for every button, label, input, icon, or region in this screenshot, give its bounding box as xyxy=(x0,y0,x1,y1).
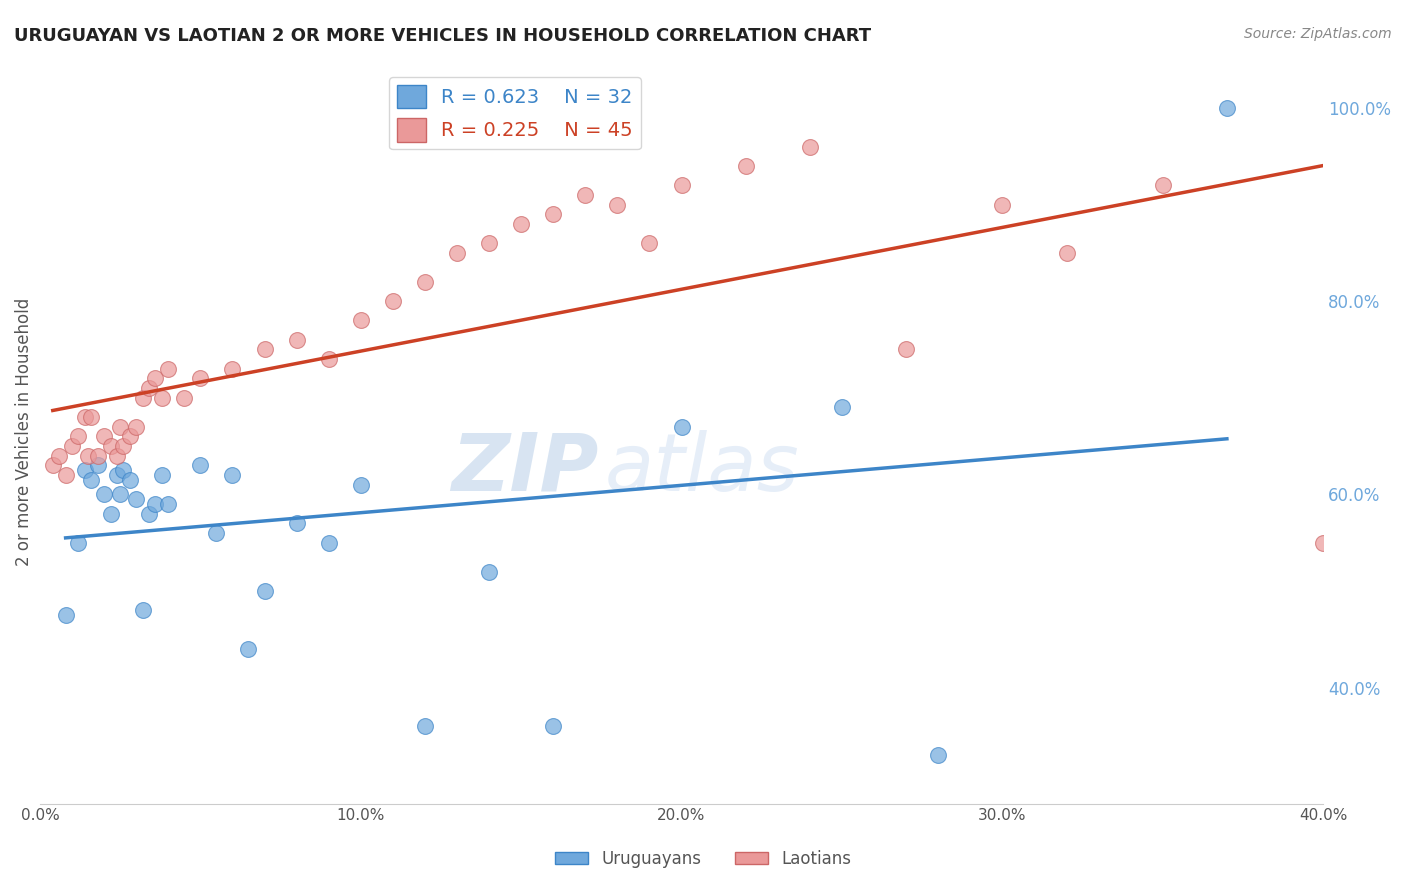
Point xyxy=(112,439,135,453)
Point xyxy=(131,391,153,405)
Point xyxy=(67,535,90,549)
Point xyxy=(831,401,853,415)
Point xyxy=(1056,245,1078,260)
Point xyxy=(253,343,276,357)
Point xyxy=(157,497,180,511)
Point xyxy=(238,642,260,657)
Point xyxy=(991,197,1014,211)
Point xyxy=(80,473,103,487)
Point xyxy=(42,458,65,473)
Point xyxy=(73,463,96,477)
Point xyxy=(145,371,167,385)
Point xyxy=(138,381,160,395)
Point xyxy=(93,487,115,501)
Point xyxy=(145,497,167,511)
Point xyxy=(285,516,308,531)
Point xyxy=(350,313,373,327)
Point xyxy=(734,159,756,173)
Text: Source: ZipAtlas.com: Source: ZipAtlas.com xyxy=(1244,27,1392,41)
Text: URUGUAYAN VS LAOTIAN 2 OR MORE VEHICLES IN HOUSEHOLD CORRELATION CHART: URUGUAYAN VS LAOTIAN 2 OR MORE VEHICLES … xyxy=(14,27,872,45)
Legend: Uruguayans, Laotians: Uruguayans, Laotians xyxy=(548,844,858,875)
Point xyxy=(86,449,108,463)
Point xyxy=(671,178,693,193)
Point xyxy=(799,139,821,153)
Point xyxy=(221,468,243,483)
Point xyxy=(1216,101,1239,115)
Point xyxy=(77,449,100,463)
Point xyxy=(541,207,564,221)
Point xyxy=(1312,535,1334,549)
Point xyxy=(48,449,70,463)
Point xyxy=(105,468,128,483)
Point xyxy=(413,275,436,289)
Point xyxy=(381,294,404,309)
Point xyxy=(138,507,160,521)
Point xyxy=(413,719,436,733)
Point xyxy=(188,371,211,385)
Point xyxy=(318,535,340,549)
Legend: R = 0.623    N = 32, R = 0.225    N = 45: R = 0.623 N = 32, R = 0.225 N = 45 xyxy=(389,77,641,150)
Point xyxy=(638,236,661,251)
Point xyxy=(86,458,108,473)
Point xyxy=(118,473,141,487)
Point xyxy=(118,429,141,443)
Point xyxy=(188,458,211,473)
Point xyxy=(478,236,501,251)
Point xyxy=(894,343,917,357)
Point xyxy=(60,439,83,453)
Text: ZIP: ZIP xyxy=(451,430,598,508)
Point xyxy=(80,410,103,425)
Point xyxy=(125,419,148,434)
Point xyxy=(173,391,195,405)
Point xyxy=(67,429,90,443)
Point xyxy=(318,352,340,367)
Point xyxy=(478,565,501,579)
Point xyxy=(157,361,180,376)
Point xyxy=(125,492,148,507)
Point xyxy=(55,608,77,623)
Point xyxy=(671,419,693,434)
Point xyxy=(574,187,596,202)
Point xyxy=(105,449,128,463)
Point xyxy=(285,333,308,347)
Point xyxy=(93,429,115,443)
Point xyxy=(927,748,949,763)
Point xyxy=(73,410,96,425)
Point xyxy=(112,463,135,477)
Point xyxy=(205,526,228,541)
Point xyxy=(510,217,533,231)
Point xyxy=(131,603,153,617)
Point xyxy=(108,419,131,434)
Text: atlas: atlas xyxy=(605,430,799,508)
Point xyxy=(541,719,564,733)
Point xyxy=(446,245,468,260)
Point xyxy=(606,197,628,211)
Point xyxy=(150,391,173,405)
Point xyxy=(253,584,276,599)
Point xyxy=(221,361,243,376)
Point xyxy=(55,468,77,483)
Point xyxy=(100,507,122,521)
Point xyxy=(108,487,131,501)
Point xyxy=(1152,178,1174,193)
Point xyxy=(100,439,122,453)
Point xyxy=(150,468,173,483)
Y-axis label: 2 or more Vehicles in Household: 2 or more Vehicles in Household xyxy=(15,298,32,566)
Point xyxy=(350,477,373,491)
